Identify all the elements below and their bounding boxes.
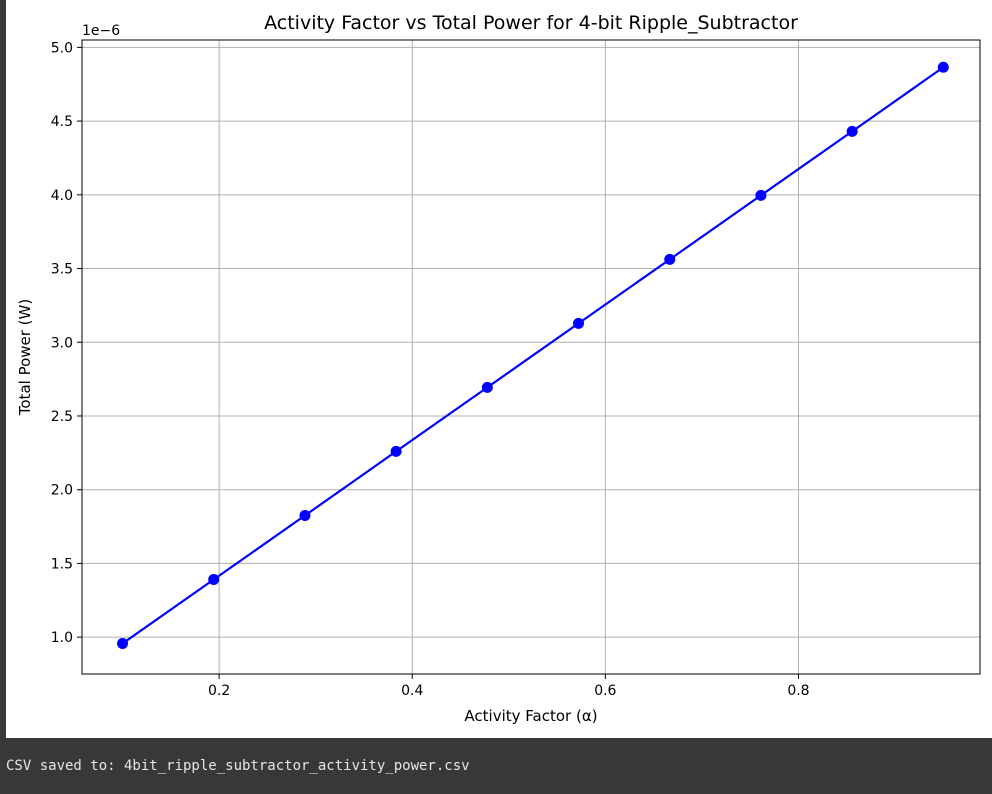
data-point <box>299 510 311 521</box>
x-axis-label: Activity Factor (α) <box>464 707 597 725</box>
y-tick-label: 1.0 <box>51 630 73 646</box>
y-tick-label: 3.5 <box>51 262 73 278</box>
y-tick-label: 2.5 <box>51 409 73 425</box>
data-point <box>390 445 402 457</box>
x-tick-label: 0.8 <box>787 683 809 699</box>
y-tick-label: 3.0 <box>51 335 73 351</box>
x-tick-label: 0.6 <box>594 683 616 699</box>
data-point <box>573 317 585 329</box>
x-tick-label: 0.2 <box>208 683 230 699</box>
y-tick-label: 5.0 <box>51 40 73 56</box>
line-chart: 0.2 0.4 0.6 0.81.01.52.02.53.03.54.04.55.0 … <box>16 12 981 725</box>
plot-frame <box>81 39 981 675</box>
data-point <box>846 125 858 137</box>
y-axis-label: Total Power (W) <box>16 299 34 416</box>
x-tick-label: 0.4 <box>401 683 423 699</box>
y-tick-label: 4.0 <box>51 188 73 204</box>
y-tick-label: 2.0 <box>51 483 73 499</box>
grid-lines <box>82 40 980 674</box>
data-point <box>117 637 129 649</box>
figure: 0.2 0.4 0.6 0.8 1.0 1.5 2.0 2.5 3.0 3.5 4.0 4.5 5.0 … <box>6 0 992 738</box>
series-line <box>121 66 944 645</box>
y-tick-label: 1.5 <box>51 556 73 572</box>
data-point <box>664 253 676 265</box>
chart-title: Activity Factor vs Total Power for 4-bit… <box>264 12 798 34</box>
y-tick-label: 4.5 <box>51 114 73 130</box>
data-point <box>755 189 767 201</box>
stdout-text: CSV saved to: 4bit_ripple_subtractor_act… <box>6 758 470 774</box>
data-series <box>117 61 949 649</box>
y-axis-offset-label: 1e−6 <box>82 23 120 39</box>
data-point <box>937 61 949 73</box>
data-point <box>208 573 220 585</box>
data-point <box>481 381 493 393</box>
axis-ticks: 0.2 0.4 0.6 0.8 1.0 1.5 2.0 2.5 3.0 3.5 4.0 4.5 5.0 <box>51 40 810 699</box>
